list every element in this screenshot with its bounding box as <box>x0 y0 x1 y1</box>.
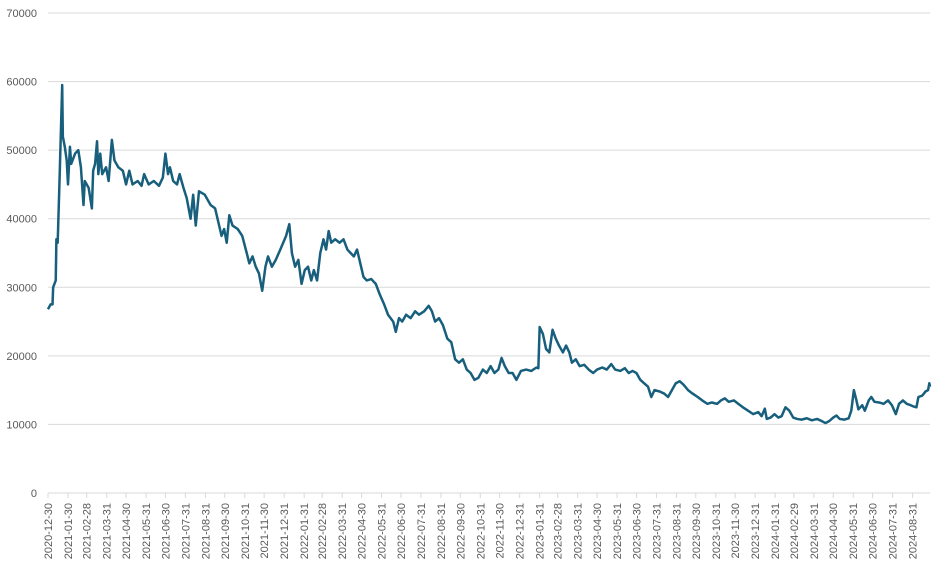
x-tick-label: 2021-09-30 <box>220 503 232 559</box>
x-tick-label: 2023-08-31 <box>671 503 683 559</box>
x-tick-label: 2022-10-31 <box>475 503 487 559</box>
y-tick-label: 20000 <box>6 351 37 363</box>
x-tick-label: 2023-10-31 <box>711 503 723 559</box>
x-tick-label: 2023-06-30 <box>631 503 643 559</box>
x-tick-label: 2021-12-31 <box>279 503 291 559</box>
x-tick-label: 2021-07-31 <box>180 503 192 559</box>
x-tick-label: 2022-09-30 <box>455 503 467 559</box>
x-tick-label: 2023-03-31 <box>573 503 585 559</box>
x-tick-label: 2024-04-30 <box>828 503 840 559</box>
x-tick-label: 2022-12-31 <box>515 503 527 559</box>
x-tick-label: 2024-03-31 <box>809 503 821 559</box>
x-tick-label: 2024-08-31 <box>908 503 920 559</box>
x-tick-label: 2020-12-30 <box>43 503 55 559</box>
x-tick-label: 2021-10-31 <box>240 503 252 559</box>
data-line <box>46 83 932 425</box>
x-tick-label: 2021-02-28 <box>82 503 94 559</box>
y-tick-label: 70000 <box>6 8 37 20</box>
x-tick-label: 2024-07-31 <box>888 503 900 559</box>
y-tick-label: 30000 <box>6 282 37 294</box>
x-tick-label: 2024-06-30 <box>868 503 880 559</box>
x-tick-label: 2024-01-31 <box>770 503 782 559</box>
x-tick-label: 2021-11-30 <box>259 503 271 558</box>
x-tick-label: 2022-01-31 <box>299 503 311 559</box>
x-tick-label: 2024-02-29 <box>789 503 801 559</box>
y-tick-label: 10000 <box>6 419 37 431</box>
x-tick-label: 2022-06-30 <box>396 503 408 559</box>
x-tick-label: 2024-05-31 <box>848 503 860 559</box>
x-tick-label: 2021-03-31 <box>102 503 114 559</box>
x-tick-label: 2023-01-31 <box>535 503 547 559</box>
x-tick-label: 2023-07-31 <box>651 503 663 559</box>
x-tick-label: 2022-02-28 <box>317 503 329 559</box>
x-tick-label: 2023-12-31 <box>750 503 762 559</box>
x-tick-label: 2022-03-31 <box>337 503 349 559</box>
x-tick-label: 2021-01-30 <box>63 503 75 559</box>
x-tick-label: 2023-02-28 <box>553 503 565 559</box>
x-tick-label: 2021-05-31 <box>141 503 153 559</box>
x-tick-label: 2023-04-30 <box>592 503 604 559</box>
y-tick-label: 50000 <box>6 145 37 157</box>
x-tick-label: 2021-08-31 <box>200 503 212 559</box>
x-tick-label: 2022-05-31 <box>377 503 389 559</box>
x-tick-label: 2022-08-31 <box>436 503 448 559</box>
x-tick-label: 2021-06-30 <box>160 503 172 559</box>
x-tick-label: 2023-09-30 <box>691 503 703 559</box>
y-tick-label: 0 <box>31 488 37 500</box>
x-tick-label: 2021-04-30 <box>121 503 133 559</box>
x-tick-label: 2023-11-30 <box>730 503 742 558</box>
y-tick-label: 60000 <box>6 77 37 89</box>
x-tick-label: 2022-07-31 <box>416 503 428 559</box>
y-tick-label: 40000 <box>6 214 37 226</box>
x-tick-label: 2023-05-31 <box>612 503 624 559</box>
x-tick-label: 2022-11-30 <box>495 503 507 558</box>
x-tick-label: 2022-04-30 <box>357 503 369 559</box>
